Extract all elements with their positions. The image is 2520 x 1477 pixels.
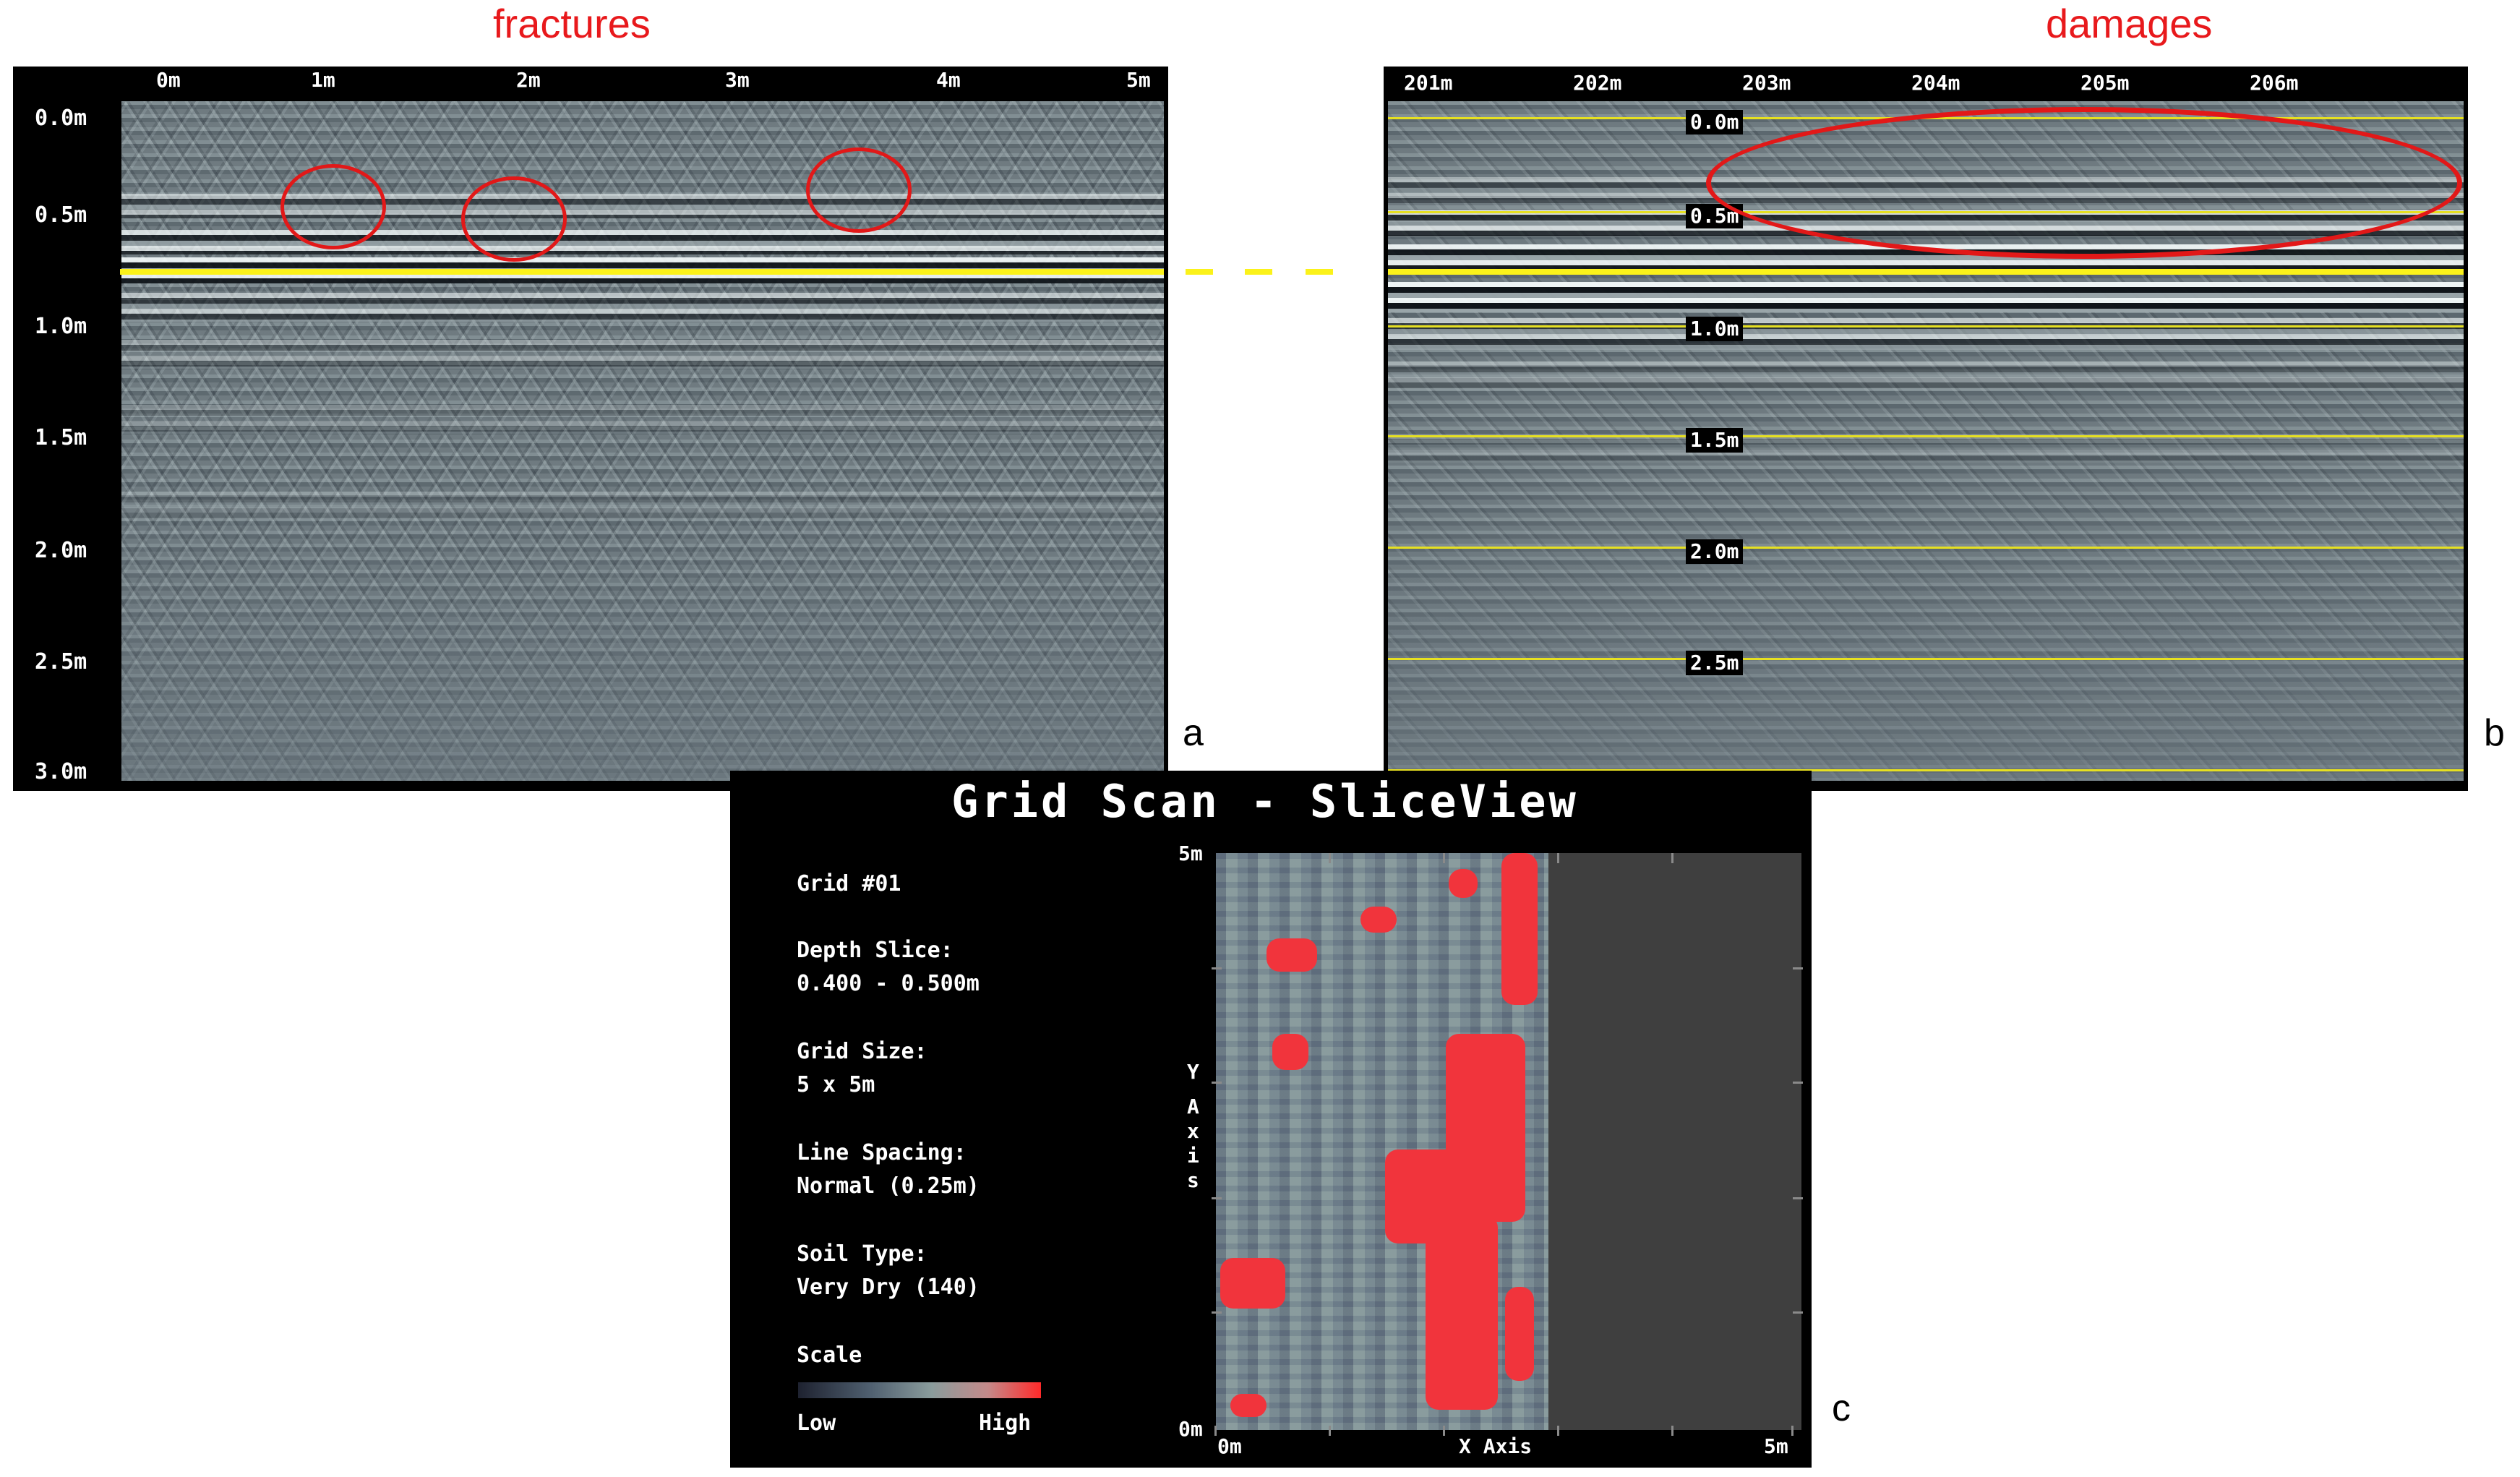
- x-axis-left: 0m: [1217, 1434, 1242, 1458]
- x-tick: 4m: [936, 68, 961, 92]
- x-tick: 206m: [2250, 71, 2299, 95]
- y-tick: 2.5m: [35, 649, 87, 675]
- x-tick: 203m: [1742, 71, 1791, 95]
- scale-high: High: [979, 1410, 1032, 1436]
- y-tick: 0.0m: [35, 106, 87, 131]
- y-tick: 1.0m: [35, 314, 87, 339]
- reference-dash: [1245, 269, 1272, 275]
- y-tick: 2.0m: [35, 538, 87, 563]
- soil-type-value: Very Dry (140): [797, 1275, 980, 1300]
- panel-b-radargram: 201m 202m 203m 204m 205m 206m 0.0m 0.5m …: [1384, 67, 2468, 791]
- y-axis-top: 5m: [1178, 842, 1203, 865]
- reference-depth-line-b: [1388, 269, 2464, 275]
- grid-size-label: Grid Size:: [797, 1039, 927, 1064]
- grid-size-value: 5 x 5m: [797, 1072, 875, 1097]
- y-tick: 1.5m: [35, 425, 87, 450]
- x-tick: 5m: [1126, 68, 1151, 92]
- y-axis-letter: x: [1187, 1119, 1199, 1143]
- depth-tag: 0.0m: [1686, 110, 1744, 134]
- depth-slice-value: 0.400 - 0.500m: [797, 971, 980, 996]
- soil-type-label: Soil Type:: [797, 1241, 927, 1267]
- scale-low: Low: [797, 1410, 836, 1436]
- color-scale-bar: [798, 1382, 1041, 1398]
- unsurveyed-area: [1548, 853, 1801, 1430]
- y-axis-label: Y A x i s: [1187, 1060, 1207, 1193]
- x-tick: 0m: [156, 68, 181, 92]
- y-axis-bottom: 0m: [1178, 1417, 1203, 1441]
- x-axis-right: 5m: [1764, 1434, 1788, 1458]
- y-axis-letter: Y: [1187, 1060, 1199, 1084]
- caption-fractures: fractures: [493, 1, 651, 46]
- fracture-marker-circle: [280, 164, 386, 249]
- panel-label-b: b: [2484, 712, 2505, 754]
- scale-label: Scale: [797, 1343, 862, 1368]
- panel-label-a: a: [1183, 712, 1204, 754]
- depth-tag: 1.5m: [1686, 428, 1744, 453]
- reference-dash: [1306, 269, 1333, 275]
- line-spacing-value: Normal (0.25m): [797, 1173, 980, 1199]
- reference-depth-line-a: [120, 269, 1164, 275]
- x-tick: 202m: [1573, 71, 1622, 95]
- panel-a-scan-image: [121, 101, 1164, 781]
- y-tick: 0.5m: [35, 202, 87, 228]
- reference-dash: [1186, 269, 1213, 275]
- depth-slice-label: Depth Slice:: [797, 938, 953, 963]
- panel-a-radargram: 0m 1m 2m 3m 4m 5m 0.0m 0.5m 1.0m 1.5m 2.…: [13, 67, 1168, 791]
- depth-slice-map: [1216, 853, 1548, 1430]
- x-axis-label: X Axis: [1459, 1434, 1533, 1458]
- y-tick: 3.0m: [35, 759, 87, 784]
- x-tick: 205m: [2080, 71, 2130, 95]
- x-tick: 201m: [1404, 71, 1453, 95]
- grid-id: Grid #01: [797, 871, 901, 896]
- depth-tag: 2.5m: [1686, 651, 1744, 675]
- depth-tag: 1.0m: [1686, 317, 1744, 341]
- fracture-marker-circle: [806, 147, 912, 233]
- damage-marker-ellipse: [1706, 107, 2462, 259]
- x-tick: 1m: [311, 68, 335, 92]
- depth-tag: 2.0m: [1686, 539, 1744, 564]
- x-tick: 204m: [1911, 71, 1960, 95]
- fracture-marker-circle: [461, 176, 567, 262]
- x-tick: 2m: [516, 68, 541, 92]
- y-axis-letter: s: [1187, 1168, 1199, 1192]
- caption-damages: damages: [2046, 1, 2213, 46]
- panel-c-sliceview: Grid Scan - SliceView Grid #01 Depth Sli…: [730, 771, 1812, 1468]
- y-axis-letter: i: [1187, 1144, 1199, 1168]
- sliceview-title: Grid Scan - SliceView: [951, 775, 1579, 828]
- line-spacing-label: Line Spacing:: [797, 1140, 967, 1165]
- y-axis-letter: A: [1187, 1095, 1199, 1118]
- x-tick: 3m: [725, 68, 750, 92]
- panel-label-c: c: [1832, 1387, 1851, 1429]
